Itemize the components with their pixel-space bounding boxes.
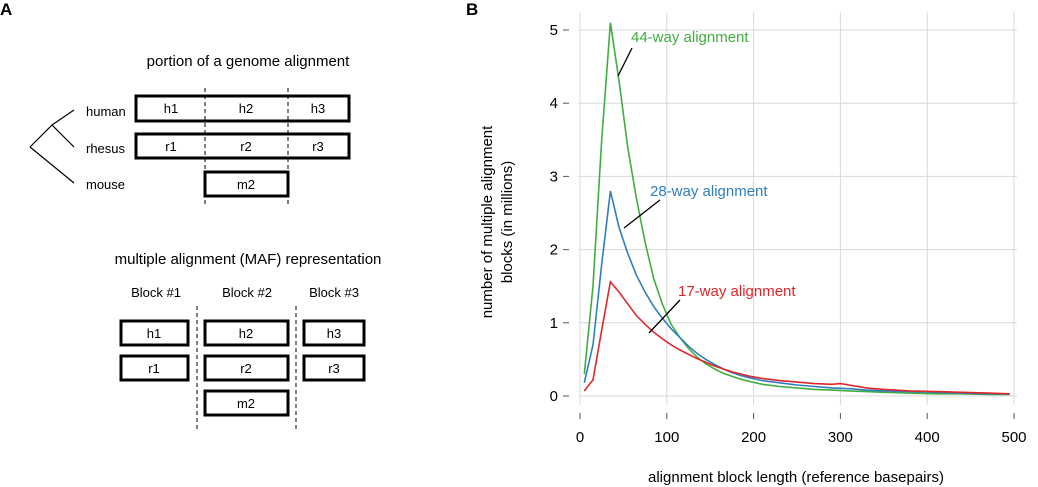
x-tick-label: 100: [654, 429, 679, 446]
genome-alignment-title: portion of a genome alignment: [147, 53, 350, 70]
axes: 0 1 2 3 4 5 0 100 200 300 400 500: [550, 22, 1027, 446]
y-axis-label-line1: number of multiple alignment: [479, 125, 496, 318]
maf-block2-row2: [203, 354, 290, 382]
maf-cell-r2: r2: [240, 361, 252, 376]
annotation-17-leader: [648, 299, 681, 334]
block-1-label: Block #1: [131, 285, 181, 300]
maf-block1-row1: [119, 319, 190, 347]
annotation-28-way: 28-way alignment: [650, 183, 768, 200]
x-tick-label: 200: [741, 429, 766, 446]
mouse-row-box: [203, 170, 290, 198]
annotation-44-leader: [617, 47, 633, 77]
maf-cell-r3: r3: [328, 361, 340, 376]
species-rhesus-label: rhesus: [86, 141, 126, 156]
maf-cell-h1: h1: [147, 326, 161, 341]
y-tick-label: 4: [550, 95, 558, 112]
y-tick-label: 2: [550, 242, 558, 259]
maf-block1-row2: [119, 354, 190, 382]
species-human-label: human: [86, 104, 126, 119]
phylogeny-tree: [29, 109, 75, 184]
rhesus-row-box: [134, 132, 351, 160]
panel-a: A portion of a genome alignment human rh…: [0, 0, 381, 432]
panel-b: B 0 1 2 3 4 5 0 100 200 300 400 500 44-way alignmen…: [466, 0, 1027, 486]
segment-h3: h3: [311, 101, 325, 116]
maf-block2-row1: [203, 319, 290, 347]
maf-cell-h3: h3: [327, 326, 341, 341]
maf-block2-row3: [203, 389, 290, 417]
x-tick-label: 300: [828, 429, 853, 446]
segment-r3: r3: [312, 139, 324, 154]
maf-block3-row2: [302, 354, 366, 382]
segment-r2: r2: [240, 139, 252, 154]
y-tick-label: 3: [550, 168, 558, 185]
x-tick-label: 0: [576, 429, 584, 446]
x-axis-label: alignment block length (reference basepa…: [648, 469, 944, 486]
panel-b-label: B: [466, 0, 478, 19]
maf-block3-row1: [302, 319, 366, 347]
species-mouse-label: mouse: [86, 177, 125, 192]
human-row-box: [134, 94, 351, 123]
y-tick-label: 1: [550, 315, 558, 332]
y-axis-label-line2: blocks (in millions): [499, 161, 516, 284]
x-tick-label: 500: [1001, 429, 1026, 446]
series-line-17-way: [583, 279, 1010, 395]
maf-cell-r1: r1: [148, 361, 160, 376]
series-line-28-way: [583, 190, 1010, 395]
block-2-label: Block #2: [222, 285, 272, 300]
x-tick-label: 400: [915, 429, 940, 446]
segment-m2: m2: [237, 177, 255, 192]
maf-cell-m2: m2: [237, 396, 255, 411]
maf-title: multiple alignment (MAF) representation: [115, 251, 382, 268]
annotation-17-way: 17-way alignment: [678, 283, 796, 300]
segment-h2: h2: [239, 101, 253, 116]
block-3-label: Block #3: [309, 285, 359, 300]
maf-cell-h2: h2: [239, 326, 253, 341]
annotation-28-leader: [623, 199, 661, 229]
segment-h1: h1: [164, 101, 178, 116]
y-tick-label: 0: [550, 388, 558, 405]
series-layer: [583, 22, 1010, 396]
series-line-44-way: [583, 22, 1010, 396]
panel-a-label: A: [0, 0, 12, 19]
annotation-44-way: 44-way alignment: [631, 29, 749, 46]
y-tick-label: 5: [550, 22, 558, 39]
segment-r1: r1: [165, 139, 177, 154]
grid: [578, 12, 1017, 405]
